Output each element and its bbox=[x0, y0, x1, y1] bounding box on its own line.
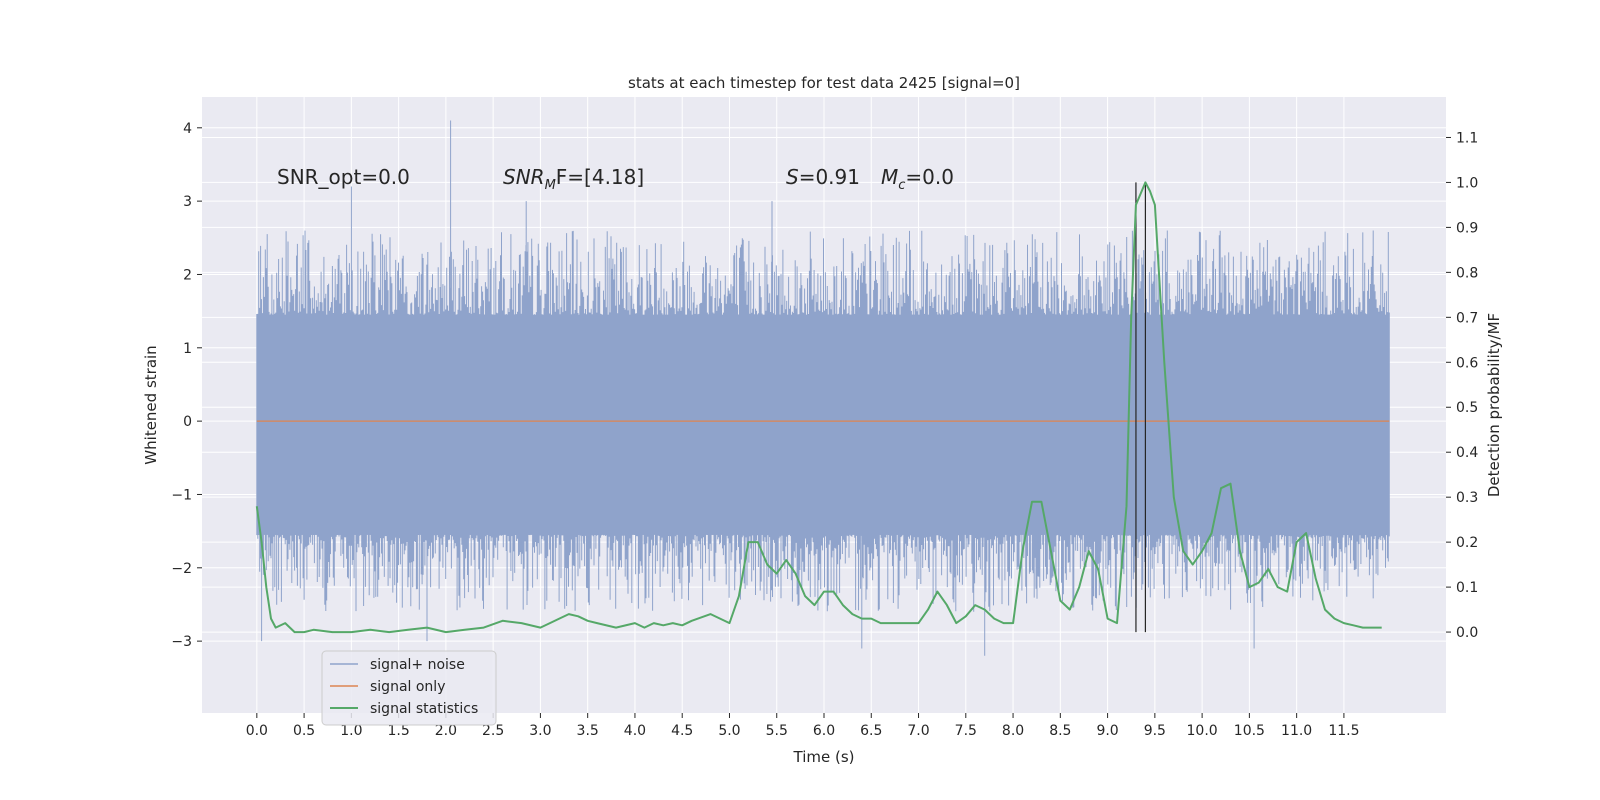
x-tick-label: 11.5 bbox=[1328, 723, 1359, 739]
x-tick-label: 11.0 bbox=[1281, 723, 1312, 739]
signal-statistics-series bbox=[255, 181, 1382, 634]
y2-tick-label: 0.8 bbox=[1456, 265, 1478, 281]
x-axis-title: Time (s) bbox=[793, 748, 855, 766]
x-tick-label: 1.0 bbox=[340, 723, 362, 739]
annotation-mc: Mc=0.0 bbox=[881, 165, 954, 193]
x-tick-label: 3.0 bbox=[529, 723, 551, 739]
x-tick-label: 10.5 bbox=[1234, 723, 1265, 739]
x-tick-label: 4.0 bbox=[624, 723, 646, 739]
y-tick-label: 3 bbox=[183, 194, 192, 210]
x-tick-label: 10.0 bbox=[1187, 723, 1218, 739]
y-tick-label: 1 bbox=[183, 341, 192, 357]
y-axis-ticks: −3 −2 −1 0 1 2 3 4 bbox=[171, 121, 202, 650]
y2-tick-label: 1.0 bbox=[1456, 175, 1478, 191]
y2-tick-label: 0.5 bbox=[1456, 400, 1478, 416]
y-tick-label: 2 bbox=[183, 267, 192, 283]
legend-label-signal-only: signal only bbox=[370, 679, 445, 695]
x-tick-label: 6.5 bbox=[860, 723, 882, 739]
y2-axis-ticks: 0.0 0.1 0.2 0.3 0.4 0.5 0.6 0.7 0.8 0.9 1.0 1.1 bbox=[1446, 130, 1478, 641]
y-tick-label: −1 bbox=[171, 487, 192, 503]
x-tick-label: 1.5 bbox=[387, 723, 409, 739]
annotation-snr-mf: SNRMF=[4.18] bbox=[503, 165, 644, 193]
legend-label-signal-statistics: signal statistics bbox=[370, 701, 478, 717]
x-tick-label: 2.0 bbox=[435, 723, 457, 739]
x-tick-label: 4.5 bbox=[671, 723, 693, 739]
x-tick-label: 7.0 bbox=[907, 723, 929, 739]
legend-box bbox=[321, 650, 497, 726]
x-axis-ticks: 0.0 0.5 1.0 1.5 2.0 2.5 3.0 3.5 4.0 4.5 5.0 5.5 6.0 6… bbox=[246, 713, 1359, 739]
y-tick-label: 4 bbox=[183, 121, 192, 137]
x-tick-label: 9.5 bbox=[1144, 723, 1166, 739]
x-tick-label: 6.0 bbox=[813, 723, 835, 739]
y-tick-label: 0 bbox=[183, 414, 192, 430]
annotation-snr-opt: SNR_opt=0.0 bbox=[277, 165, 410, 189]
x-tick-label: 2.5 bbox=[482, 723, 504, 739]
y2-tick-label: 0.2 bbox=[1456, 535, 1478, 551]
y2-tick-label: 0.4 bbox=[1456, 445, 1478, 461]
chart-title: stats at each timestep for test data 242… bbox=[628, 74, 1020, 92]
x-tick-label: 8.5 bbox=[1049, 723, 1071, 739]
x-tick-label: 3.5 bbox=[577, 723, 599, 739]
y2-tick-label: 0.1 bbox=[1456, 580, 1478, 596]
y2-tick-label: 0.0 bbox=[1456, 625, 1478, 641]
vertical-markers bbox=[1135, 182, 1146, 633]
legend: signal+ noise signal only signal statist… bbox=[321, 650, 497, 726]
x-tick-label: 7.5 bbox=[955, 723, 977, 739]
signal-statistics-line bbox=[255, 181, 1382, 634]
x-tick-label: 5.0 bbox=[718, 723, 740, 739]
y2-tick-label: 0.9 bbox=[1456, 220, 1478, 236]
y2-axis-title: Detection probability/MF bbox=[1485, 313, 1503, 497]
y2-tick-label: 0.3 bbox=[1456, 490, 1478, 506]
y-axis-title: Whitened strain bbox=[142, 345, 160, 464]
x-tick-label: 0.0 bbox=[246, 723, 268, 739]
y2-tick-label: 0.7 bbox=[1456, 310, 1478, 326]
y2-tick-label: 0.6 bbox=[1456, 355, 1478, 371]
x-tick-label: 9.0 bbox=[1096, 723, 1118, 739]
x-tick-label: 0.5 bbox=[293, 723, 315, 739]
annotation-s-stat: S=0.91 bbox=[786, 165, 860, 189]
y-tick-label: −3 bbox=[171, 634, 192, 650]
y2-tick-label: 1.1 bbox=[1456, 130, 1478, 146]
x-tick-label: 5.5 bbox=[766, 723, 788, 739]
x-tick-label: 8.0 bbox=[1002, 723, 1024, 739]
legend-label-signal-noise: signal+ noise bbox=[370, 657, 465, 673]
y-tick-label: −2 bbox=[171, 561, 192, 577]
signal-noise-series bbox=[256, 120, 1390, 656]
